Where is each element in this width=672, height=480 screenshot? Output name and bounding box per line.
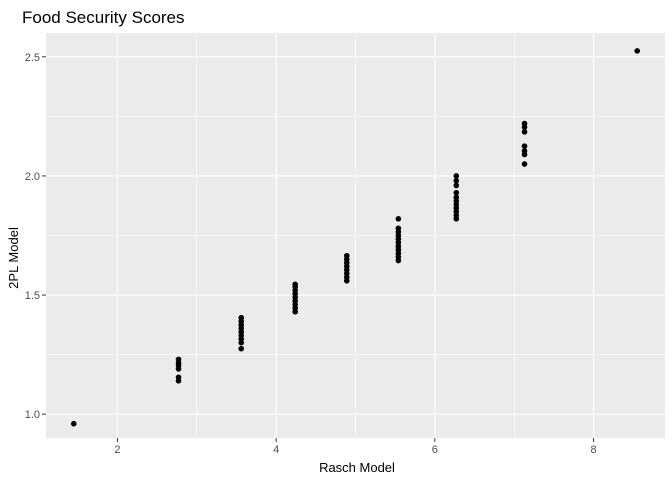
- y-tick-label: 2.5: [25, 52, 40, 64]
- y-axis-title: 2PL Model: [6, 227, 21, 289]
- data-point: [453, 194, 460, 201]
- x-tick-label: 4: [273, 444, 279, 456]
- data-point: [175, 374, 182, 381]
- minor-gridlines: [46, 33, 665, 438]
- major-gridlines: [46, 33, 665, 438]
- x-tick-label: 8: [591, 444, 597, 456]
- data-points: [70, 48, 641, 427]
- y-tick-label: 1.0: [25, 409, 40, 421]
- data-point: [395, 225, 402, 232]
- data-point: [395, 216, 402, 222]
- data-point: [453, 189, 460, 196]
- x-tick-label: 6: [432, 444, 438, 456]
- x-axis-title: Rasch Model: [319, 460, 395, 475]
- y-axis: 1.0 1.5 2.0 2.5: [25, 52, 46, 421]
- data-point: [521, 120, 528, 127]
- data-point: [70, 420, 77, 427]
- y-tick-label: 1.5: [25, 290, 40, 302]
- data-point: [521, 143, 528, 149]
- data-point: [634, 48, 641, 54]
- y-tick-label: 2.0: [25, 171, 40, 183]
- data-point: [521, 129, 528, 135]
- x-axis: 2 4 6 8: [114, 438, 597, 456]
- data-point: [521, 161, 528, 167]
- x-tick-label: 2: [114, 444, 120, 456]
- data-point: [453, 177, 460, 184]
- data-point: [175, 356, 182, 363]
- data-point: [292, 281, 298, 288]
- data-point: [238, 345, 245, 352]
- data-point: [343, 252, 350, 259]
- data-point: [453, 173, 460, 179]
- data-point: [238, 314, 245, 321]
- data-point: [521, 148, 528, 154]
- chart-title: Food Security Scores: [22, 8, 185, 27]
- data-point: [453, 182, 460, 189]
